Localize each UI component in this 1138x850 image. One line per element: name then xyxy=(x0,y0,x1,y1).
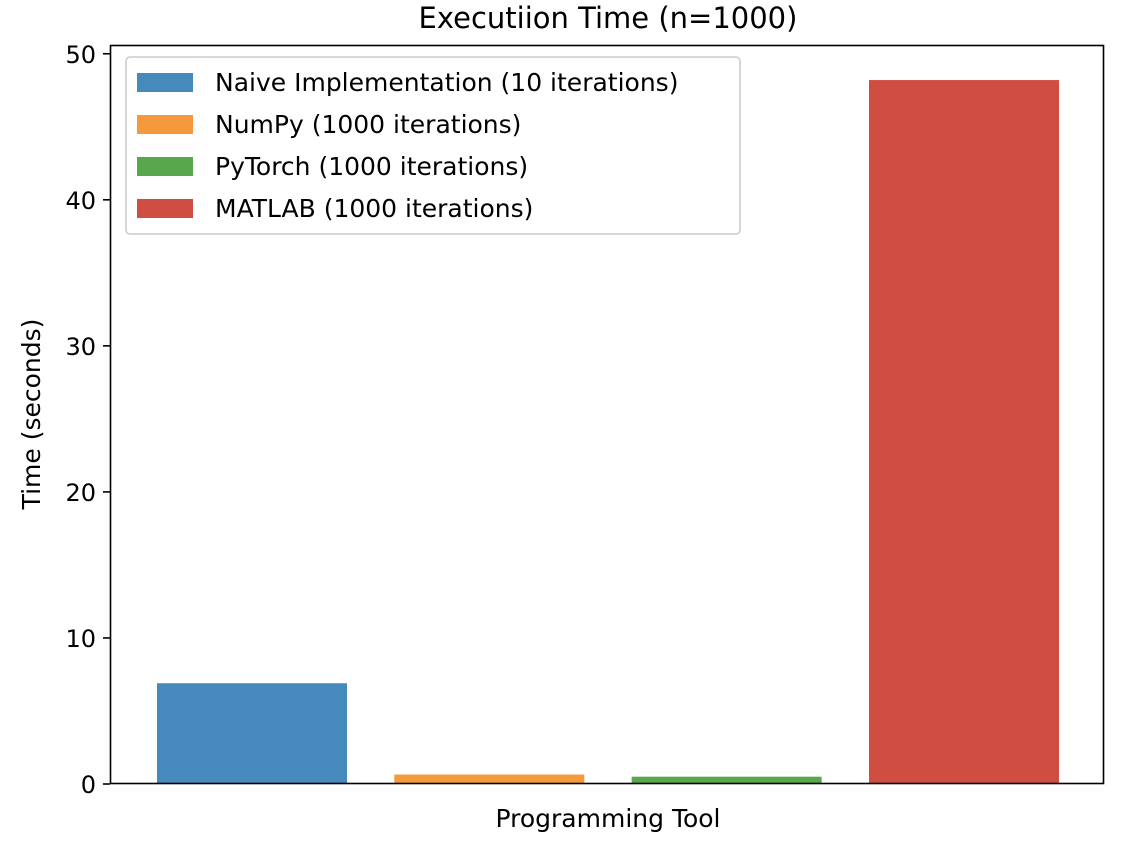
y-axis: 0 10 20 30 40 50 xyxy=(65,41,110,799)
y-axis-label: Time (seconds) xyxy=(17,319,46,511)
bar-3 xyxy=(868,80,1059,784)
y-tick-label-5: 50 xyxy=(65,41,96,69)
legend-swatch-0 xyxy=(137,73,193,92)
legend-swatch-3 xyxy=(137,199,193,218)
y-tick-label-4: 40 xyxy=(65,187,96,215)
y-tick-label-1: 10 xyxy=(65,625,96,653)
bars-group xyxy=(157,80,1059,784)
legend-label-0: Naive Implementation (10 iterations) xyxy=(215,68,678,97)
bar-0 xyxy=(157,683,347,784)
legend-box xyxy=(125,56,741,235)
y-tick-label-2: 20 xyxy=(65,479,96,507)
y-tick-label-0: 0 xyxy=(81,771,96,799)
legend-label-2: PyTorch (1000 iterations) xyxy=(215,152,528,181)
chart-title: Executiion Time (n=1000) xyxy=(419,1,798,35)
plot-frame xyxy=(109,44,1105,785)
legend: Naive Implementation (10 iterations) NumP… xyxy=(125,56,741,235)
y-tick-label-3: 30 xyxy=(65,333,96,361)
legend-label-1: NumPy (1000 iterations) xyxy=(215,110,521,139)
bar-2 xyxy=(631,776,822,784)
legend-swatch-1 xyxy=(137,115,193,134)
x-axis-label: Programming Tool xyxy=(496,804,721,833)
bar-1 xyxy=(394,774,585,784)
legend-label-3: MATLAB (1000 iterations) xyxy=(215,194,533,223)
legend-swatch-2 xyxy=(137,157,193,176)
